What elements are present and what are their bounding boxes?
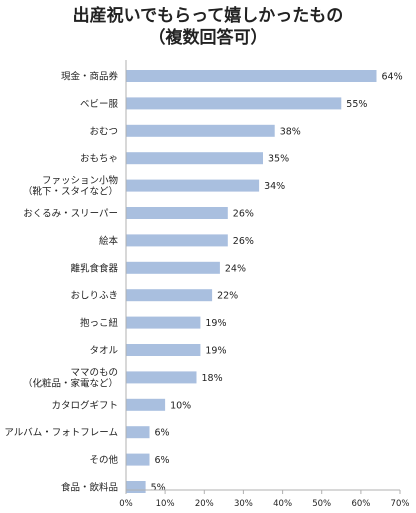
value-label: 38% bbox=[280, 126, 301, 137]
category-label-line: 抱っこ紐 bbox=[80, 317, 119, 329]
bar bbox=[126, 316, 201, 329]
category-label: 絵本 bbox=[99, 235, 119, 247]
value-label: 34% bbox=[264, 181, 285, 192]
chart-title: 出産祝いでもらって嬉しかったもの bbox=[72, 6, 344, 26]
category-label: おむつ bbox=[89, 126, 118, 137]
category-label-line: ベビー服 bbox=[80, 99, 119, 110]
value-label: 35% bbox=[268, 154, 289, 165]
category-label-line: 現金・商品券 bbox=[61, 71, 119, 83]
category-label-line: 離乳食食器 bbox=[70, 262, 118, 274]
category-label-line: アルバム・フォトフレーム bbox=[4, 428, 118, 439]
value-label: 10% bbox=[170, 400, 191, 411]
bar bbox=[126, 234, 228, 247]
value-label: 19% bbox=[205, 346, 226, 357]
category-label: 離乳食食器 bbox=[70, 262, 118, 274]
category-label-line: ママのもの bbox=[70, 367, 118, 378]
value-label: 26% bbox=[233, 209, 254, 220]
category-label: ベビー服 bbox=[80, 99, 119, 110]
value-label: 26% bbox=[233, 236, 254, 247]
x-tick-label: 40% bbox=[273, 499, 292, 509]
x-tick-label: 10% bbox=[156, 499, 175, 509]
chart-subtitle: （複数回答可） bbox=[148, 28, 268, 48]
category-label-line: ファッション小物 bbox=[42, 175, 119, 187]
category-label-line: （化粧品・家電など） bbox=[23, 377, 118, 389]
bar bbox=[126, 398, 166, 411]
x-tick-label: 30% bbox=[234, 499, 253, 509]
value-label: 24% bbox=[225, 263, 246, 274]
category-label: ファッション小物（靴下・スタイなど） bbox=[23, 175, 119, 198]
category-label-line: （靴下・スタイなど） bbox=[23, 186, 118, 198]
category-label-line: おもちゃ bbox=[80, 154, 118, 165]
category-label: おしりふき bbox=[70, 291, 118, 302]
category-label: その他 bbox=[89, 454, 118, 466]
x-tick-label: 50% bbox=[312, 499, 331, 509]
x-tick-label: 70% bbox=[391, 499, 410, 509]
category-label: 現金・商品券 bbox=[61, 71, 119, 83]
value-label: 55% bbox=[346, 99, 367, 110]
bar bbox=[126, 70, 377, 82]
category-label-line: タオル bbox=[89, 346, 118, 357]
category-label-line: おくるみ・スリーパー bbox=[23, 209, 118, 220]
category-label-line: その他 bbox=[89, 454, 118, 466]
bar bbox=[126, 152, 263, 165]
bar bbox=[126, 344, 201, 356]
category-label-line: 絵本 bbox=[99, 235, 119, 247]
bar bbox=[126, 261, 220, 274]
value-label: 19% bbox=[205, 318, 226, 329]
bar bbox=[126, 207, 228, 219]
category-label: タオル bbox=[89, 346, 118, 357]
category-label-line: おしりふき bbox=[70, 291, 118, 302]
category-label-line: カタログギフト bbox=[51, 399, 118, 411]
category-label: おもちゃ bbox=[80, 154, 118, 165]
category-label: 食品・飲料品 bbox=[61, 482, 118, 494]
bar bbox=[126, 371, 197, 384]
value-label: 22% bbox=[217, 291, 238, 302]
bar bbox=[126, 481, 146, 493]
bar bbox=[126, 97, 342, 110]
x-tick-label: 0% bbox=[119, 499, 133, 509]
value-label: 18% bbox=[202, 373, 223, 384]
value-label: 6% bbox=[155, 455, 170, 466]
value-label: 64% bbox=[382, 72, 403, 83]
bar bbox=[126, 179, 260, 192]
category-label-line: おむつ bbox=[89, 126, 118, 137]
x-tick-label: 60% bbox=[351, 499, 370, 509]
bar bbox=[126, 453, 150, 466]
value-label: 6% bbox=[155, 428, 170, 439]
category-label: 抱っこ紐 bbox=[80, 317, 119, 329]
bar bbox=[126, 124, 275, 137]
bar bbox=[126, 426, 150, 439]
value-label: 5% bbox=[151, 483, 166, 494]
bar bbox=[126, 289, 213, 302]
category-label-line: 食品・飲料品 bbox=[61, 482, 118, 494]
category-label: アルバム・フォトフレーム bbox=[4, 428, 118, 439]
category-label: カタログギフト bbox=[51, 399, 118, 411]
x-tick-label: 20% bbox=[195, 499, 214, 509]
category-label: ママのもの（化粧品・家電など） bbox=[23, 367, 118, 389]
category-label: おくるみ・スリーパー bbox=[23, 209, 118, 220]
